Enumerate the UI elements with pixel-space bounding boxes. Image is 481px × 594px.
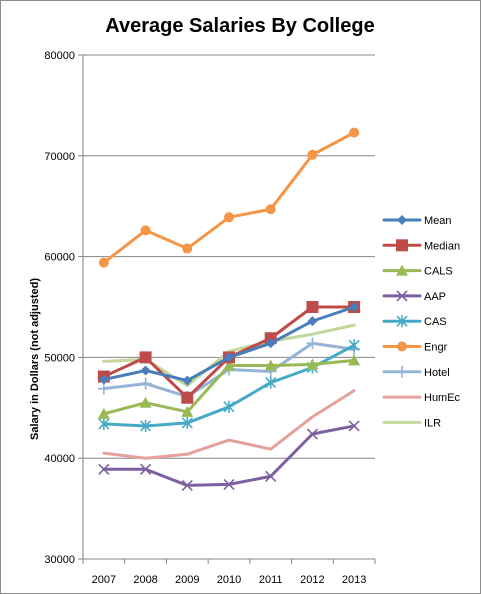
legend-item-engr: Engr [382,341,448,354]
data-point [140,225,151,236]
x-tick-label: 2013 [342,574,366,586]
legend-label: Median [424,240,460,252]
data-point [265,376,277,389]
data-point [307,316,318,327]
data-point [396,365,408,378]
y-tick-label: 30000 [44,554,75,566]
x-tick-label: 2012 [300,574,324,586]
data-point [348,420,360,432]
x-tick-label: 2011 [259,574,283,586]
data-point [223,400,235,413]
data-point [396,264,408,276]
data-point [97,407,110,419]
legend-item-humec: HumEc [382,392,461,404]
data-point [306,358,319,370]
data-point [140,463,152,475]
y-tick-label: 80000 [44,50,75,62]
data-point [181,479,193,491]
data-point [396,315,408,328]
x-tick-label: 2008 [133,574,157,586]
x-tick-label: 2010 [217,574,241,586]
data-point [181,405,194,417]
legend-item-aap: AAP [382,290,446,303]
data-point [306,301,319,313]
legend-item-mean: Mean [382,215,452,227]
data-point [181,416,193,429]
data-point [396,290,408,302]
x-tick-label: 2009 [175,574,199,586]
legend-label: Engr [424,342,448,354]
axes: 30000 40000 50000 60000 70000 80000 2007 2008 20… [44,50,376,586]
legend-item-cals: CALS [382,264,453,278]
data-point [265,338,276,349]
y-tick-label: 40000 [44,453,75,465]
data-point [306,337,319,350]
y-tick-label: 60000 [44,252,75,264]
data-point [139,396,152,408]
series-lines [97,127,361,491]
series-line [102,389,356,460]
y-axis-title: Salary in Dollars (not adjusted) [29,278,41,440]
data-point [181,391,194,404]
data-point [307,149,318,160]
legend-label: HumEc [424,392,461,404]
data-point [348,354,361,366]
legend-item-hotel: Hotel [382,365,450,379]
legend-item-median: Median [382,239,460,252]
series-cals [97,354,361,419]
series-aap [98,420,360,491]
data-point [140,419,152,432]
legend-label: ILR [424,417,441,429]
legend-item-cas: CAS [382,315,447,328]
data-point [265,204,276,215]
data-point [223,359,235,371]
data-point [224,352,234,363]
series-median [97,301,361,404]
data-point [98,417,110,430]
data-point [264,359,277,371]
data-point [182,375,193,386]
y-tick-label: 70000 [44,151,75,163]
series-line [102,424,356,487]
data-point [397,215,407,225]
data-point [98,374,109,385]
series-engr [98,127,360,268]
data-point [348,339,360,352]
legend: Mean Median CALS AAP CAS Engr Hotel HumEc ILR [382,215,461,429]
data-point [349,302,360,312]
data-point [396,239,408,252]
data-point [224,212,234,223]
data-point [140,365,151,376]
chart-title: Average Salaries By College [105,15,374,37]
data-point [306,428,318,440]
series-humec [102,389,356,460]
legend-label: CAS [424,316,447,328]
data-point [223,478,235,490]
data-point [265,470,277,482]
data-point [97,382,110,395]
data-point [397,341,407,352]
series-mean [98,302,360,386]
x-tick-label: 2007 [92,574,116,586]
gridlines [83,54,375,459]
y-tick-label: 50000 [44,352,75,364]
data-point [182,243,193,254]
legend-item-ilr: ILR [382,417,441,429]
data-point [139,377,152,390]
data-point [139,351,152,364]
legend-label: Mean [424,215,452,227]
legend-label: AAP [424,291,446,303]
data-point [349,127,360,138]
data-point [98,463,110,475]
legend-label: Hotel [424,367,450,379]
legend-label: CALS [424,266,453,278]
data-point [98,257,109,268]
